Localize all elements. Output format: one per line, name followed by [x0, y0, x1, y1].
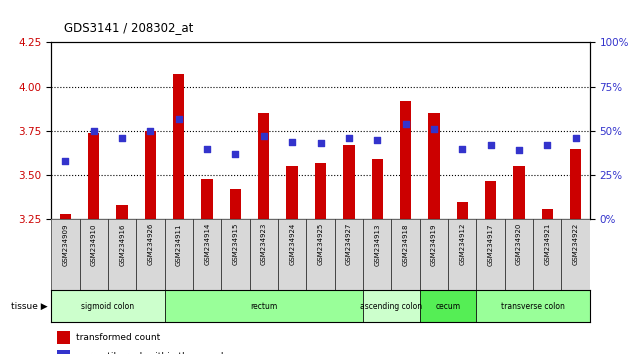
Text: GDS3141 / 208302_at: GDS3141 / 208302_at: [64, 21, 194, 34]
Text: tissue ▶: tissue ▶: [12, 302, 48, 311]
Bar: [420, 219, 448, 290]
Bar: [562, 219, 590, 290]
Bar: [165, 219, 193, 290]
Bar: [485, 181, 496, 219]
Point: [202, 146, 212, 152]
Point: [117, 135, 128, 141]
Text: GSM234910: GSM234910: [91, 223, 97, 266]
Text: GSM234912: GSM234912: [459, 223, 465, 266]
Bar: [60, 214, 71, 219]
Bar: [287, 166, 298, 219]
Point: [88, 128, 99, 134]
Bar: [258, 113, 269, 219]
Point: [401, 121, 411, 127]
Bar: [363, 219, 392, 290]
Bar: [570, 149, 581, 219]
Text: GSM234921: GSM234921: [544, 223, 550, 266]
Point: [513, 148, 524, 153]
Point: [315, 141, 326, 146]
Point: [457, 146, 467, 152]
Bar: [315, 163, 326, 219]
Point: [429, 126, 439, 132]
Text: GSM234924: GSM234924: [289, 223, 295, 265]
Text: GSM234918: GSM234918: [403, 223, 408, 266]
Text: GSM234926: GSM234926: [147, 223, 153, 266]
Bar: [456, 202, 468, 219]
Bar: [372, 159, 383, 219]
Bar: [145, 131, 156, 219]
Bar: [51, 219, 79, 290]
Bar: [392, 219, 420, 290]
Text: GSM234923: GSM234923: [261, 223, 267, 266]
Bar: [108, 219, 137, 290]
Bar: [173, 74, 185, 219]
Text: transverse colon: transverse colon: [501, 302, 565, 311]
Bar: [476, 219, 504, 290]
Bar: [504, 219, 533, 290]
Bar: [56, 350, 70, 354]
Bar: [56, 331, 70, 344]
Bar: [88, 133, 99, 219]
Text: GSM234925: GSM234925: [317, 223, 324, 265]
Bar: [137, 219, 165, 290]
Bar: [201, 179, 213, 219]
Text: GSM234913: GSM234913: [374, 223, 380, 266]
Text: sigmoid colon: sigmoid colon: [81, 302, 135, 311]
Bar: [165, 290, 363, 322]
Bar: [249, 219, 278, 290]
Bar: [278, 219, 306, 290]
Text: GSM234909: GSM234909: [62, 223, 69, 266]
Bar: [448, 219, 476, 290]
Bar: [513, 166, 524, 219]
Bar: [335, 219, 363, 290]
Point: [287, 139, 297, 144]
Bar: [221, 219, 249, 290]
Text: GSM234911: GSM234911: [176, 223, 182, 266]
Text: GSM234922: GSM234922: [572, 223, 579, 265]
Point: [542, 142, 553, 148]
Text: GSM234916: GSM234916: [119, 223, 125, 266]
Bar: [343, 145, 354, 219]
Text: cecum: cecum: [435, 302, 461, 311]
Bar: [363, 290, 420, 322]
Bar: [79, 219, 108, 290]
Point: [372, 137, 382, 143]
Bar: [428, 113, 440, 219]
Point: [570, 135, 581, 141]
Text: GSM234927: GSM234927: [346, 223, 352, 266]
Bar: [420, 290, 476, 322]
Point: [259, 133, 269, 139]
Bar: [117, 205, 128, 219]
Bar: [542, 209, 553, 219]
Point: [230, 151, 240, 157]
Bar: [400, 101, 411, 219]
Text: GSM234917: GSM234917: [488, 223, 494, 266]
Point: [344, 135, 354, 141]
Bar: [476, 290, 590, 322]
Text: GSM234915: GSM234915: [233, 223, 238, 266]
Point: [174, 116, 184, 121]
Bar: [193, 219, 221, 290]
Text: GSM234914: GSM234914: [204, 223, 210, 266]
Text: rectum: rectum: [250, 302, 278, 311]
Bar: [230, 189, 241, 219]
Point: [146, 128, 156, 134]
Bar: [306, 219, 335, 290]
Text: GSM234920: GSM234920: [516, 223, 522, 266]
Text: percentile rank within the sample: percentile rank within the sample: [76, 352, 229, 354]
Text: GSM234919: GSM234919: [431, 223, 437, 266]
Bar: [51, 290, 165, 322]
Text: transformed count: transformed count: [76, 333, 160, 342]
Point: [60, 158, 71, 164]
Text: ascending colon: ascending colon: [360, 302, 422, 311]
Point: [485, 142, 495, 148]
Bar: [533, 219, 562, 290]
